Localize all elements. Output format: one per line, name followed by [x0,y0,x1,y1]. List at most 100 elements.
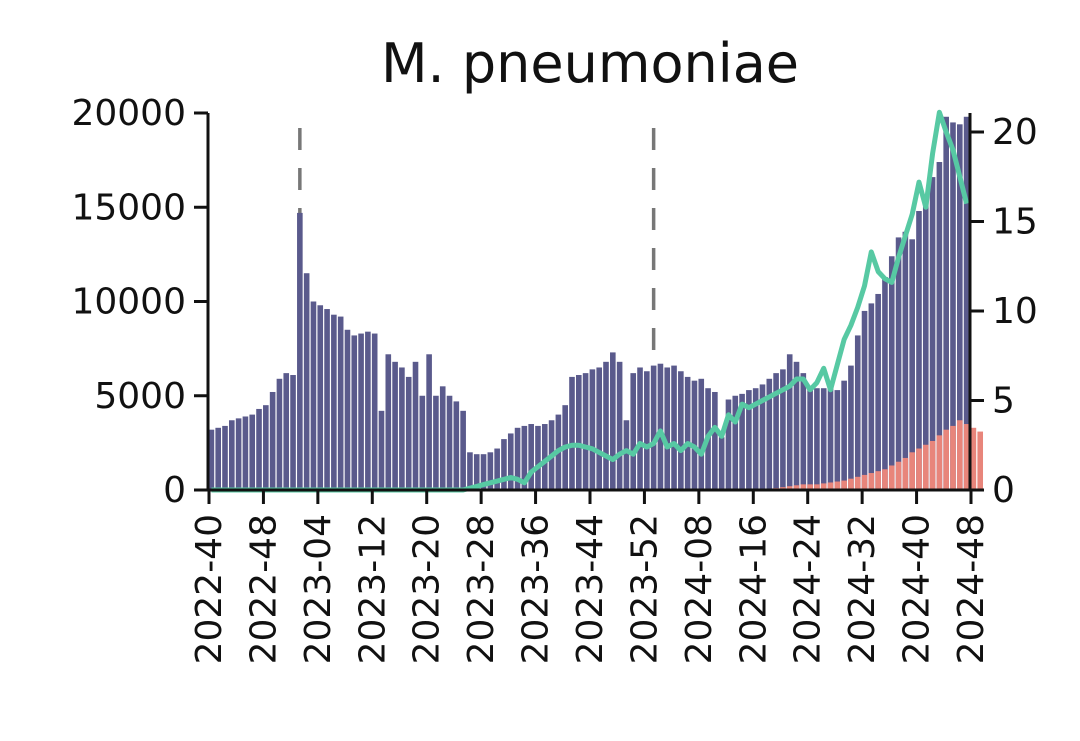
right-tick-label: 0 [992,470,1015,511]
primary-bar [875,293,881,490]
primary-bar [331,314,337,490]
primary-bar [303,273,310,490]
primary-bar [814,388,820,490]
primary-bar [834,390,841,490]
primary-bar [283,373,290,490]
x-tick-label: 2023-20 [407,514,448,664]
primary-bar [222,425,228,490]
secondary-bar [854,476,861,490]
secondary-bar [936,435,943,490]
primary-bar [623,420,630,490]
primary-bar [269,391,276,490]
x-tick-label: 2024-32 [842,514,883,664]
primary-bar [664,367,671,490]
primary-bar [780,369,786,490]
primary-bar [392,361,398,490]
primary-bar [473,454,480,490]
left-tick-label: 15000 [71,187,186,228]
x-axis-ticks: 2022-40 2022-48 2023-04 2023-12 2023-20 2023-… [189,490,992,664]
primary-bar [610,352,616,490]
left-tick-label: 20000 [71,93,186,134]
primary-bar [575,375,582,490]
primary-bar [460,410,466,490]
primary-bar [535,425,541,490]
primary-bar [365,331,371,490]
primary-bar [208,429,215,490]
primary-bar [405,376,412,490]
x-tick-label: 2024-08 [679,514,720,664]
primary-bar [950,122,956,491]
primary-bar [603,361,609,490]
right-tick-label: 15 [992,202,1038,243]
primary-bar [793,361,800,490]
left-axis-ticks: 0 5000 10000 15000 20000 [71,93,208,511]
primary-bar [242,416,249,490]
x-tick-label: 2022-48 [243,514,284,664]
secondary-bar [950,425,956,490]
x-tick-label: 2024-16 [733,514,774,664]
x-tick-label: 2023-36 [516,514,557,664]
x-tick-label: 2023-52 [624,514,665,664]
primary-bar [644,371,650,490]
x-tick-label: 2023-04 [298,514,339,664]
primary-bar [800,373,807,490]
primary-bar [888,256,895,490]
primary-bar [453,401,460,490]
primary-bar [909,239,915,490]
secondary-bar [793,485,800,490]
primary-bar [616,361,623,490]
primary-bar [276,378,283,490]
secondary-bar [977,431,984,490]
right-tick-label: 5 [992,381,1015,422]
secondary-bar [841,480,847,490]
primary-bar [337,316,344,490]
left-tick-label: 5000 [94,376,186,417]
primary-bar [433,395,439,490]
secondary-bar [956,420,963,490]
primary-bar [541,424,548,490]
primary-bar [718,437,725,490]
primary-bar [637,367,643,490]
primary-bar [569,376,575,490]
primary-bar [902,231,909,490]
secondary-bar [922,444,929,490]
primary-bar [385,354,392,490]
secondary-bar [834,481,841,490]
secondary-bar [902,457,909,490]
secondary-bar [929,440,936,490]
right-tick-label: 20 [992,112,1038,153]
secondary-bar [963,424,970,490]
primary-bar [725,399,732,490]
x-tick-label: 2023-12 [352,514,393,664]
secondary-bar [814,484,820,490]
right-tick-label: 10 [992,291,1038,332]
primary-bar [766,378,773,490]
primary-bar [439,386,446,490]
primary-bar [399,367,405,490]
secondary-bar [820,483,827,490]
primary-bar [963,116,970,491]
primary-bar [936,162,943,490]
primary-bar [215,427,222,490]
secondary-bar [916,448,922,490]
secondary-bar [786,486,793,490]
x-tick-label: 2024-48 [951,514,992,664]
primary-bar [732,395,739,490]
x-tick-label: 2023-28 [461,514,502,664]
primary-bar [378,410,385,490]
primary-bar [698,378,705,490]
primary-bars [208,116,970,491]
primary-bar [752,388,759,490]
x-tick-label: 2023-44 [570,514,611,664]
primary-bar [650,365,657,490]
primary-bar [596,367,603,490]
secondary-bar [943,429,949,490]
right-axis-ticks: 0 5 10 15 20 [970,112,1038,511]
primary-bar [671,365,677,490]
secondary-bar [909,452,915,490]
x-tick-label: 2024-40 [897,514,938,664]
primary-bar [317,305,324,490]
secondary-bar [848,478,854,490]
primary-bar [494,448,500,490]
